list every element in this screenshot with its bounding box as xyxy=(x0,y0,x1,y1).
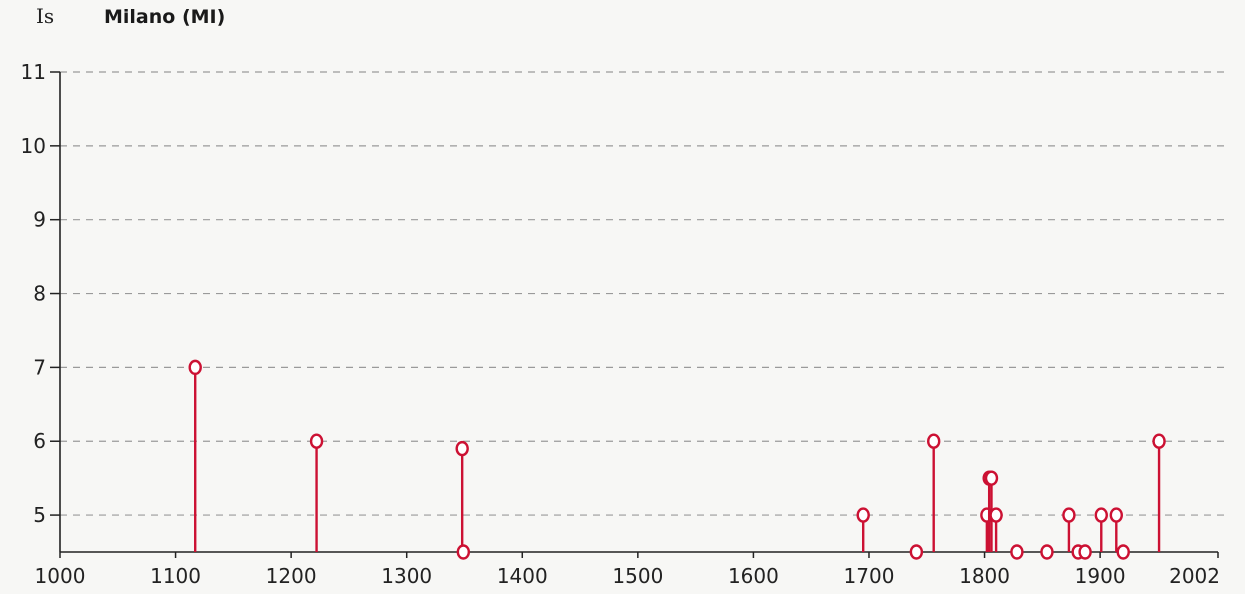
x-tick-label: 1000 xyxy=(35,564,86,588)
data-point xyxy=(309,433,324,449)
data-point xyxy=(1040,544,1054,560)
x-tick-label: 1100 xyxy=(150,564,201,588)
y-tick-label: 6 xyxy=(33,429,46,453)
data-point xyxy=(1010,544,1024,560)
y-axis-unit-label: Is xyxy=(36,4,55,28)
data-point xyxy=(188,359,202,376)
axis-layer: 5 6 7 8 9 10 11 1000 1100 1200 1300 1400 1500 1600 170… xyxy=(21,60,1220,588)
x-tick-label: 1300 xyxy=(381,564,432,588)
data-point xyxy=(1094,507,1108,523)
y-tick-label: 9 xyxy=(33,208,46,232)
x-tick-label: 1800 xyxy=(959,564,1010,588)
data-layer xyxy=(188,359,1166,560)
x-tick-label: 1500 xyxy=(612,564,663,588)
x-tick-label: 1900 xyxy=(1075,564,1126,588)
y-tick-label: 11 xyxy=(21,60,46,84)
data-point xyxy=(984,470,999,486)
y-tick-label: 10 xyxy=(21,134,46,158)
grid-layer xyxy=(60,71,1228,516)
data-point xyxy=(856,507,870,523)
data-point xyxy=(989,507,1003,523)
x-tick-label: 2002 xyxy=(1169,564,1220,588)
data-point xyxy=(455,440,469,457)
y-tick-label: 7 xyxy=(33,355,46,379)
data-point xyxy=(1152,433,1166,449)
x-tick-label: 1700 xyxy=(844,564,895,588)
data-point xyxy=(1116,544,1130,560)
x-tick-label: 1200 xyxy=(266,564,317,588)
data-point xyxy=(909,544,924,560)
x-tick-label: 1400 xyxy=(497,564,548,588)
y-tick-label: 8 xyxy=(33,282,46,306)
chart-title: Milano (MI) xyxy=(104,6,226,28)
data-point xyxy=(456,544,471,560)
data-point xyxy=(927,433,941,449)
y-tick-label: 5 xyxy=(33,503,46,527)
data-point xyxy=(1109,507,1123,523)
data-point xyxy=(1062,507,1076,523)
data-point xyxy=(1078,544,1092,560)
x-tick-label: 1600 xyxy=(728,564,779,588)
